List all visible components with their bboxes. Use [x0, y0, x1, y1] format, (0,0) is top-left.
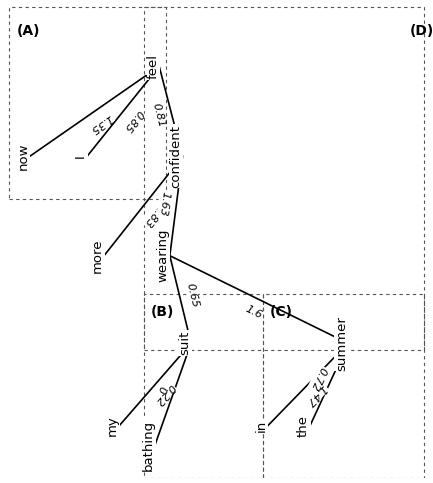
Bar	[144, 294, 263, 478]
Bar	[9, 7, 165, 199]
Text: (A): (A)	[17, 24, 41, 38]
Text: now: now	[17, 142, 30, 170]
Text: in: in	[255, 420, 268, 432]
Text: I: I	[74, 155, 87, 158]
Text: 1.6: 1.6	[244, 304, 264, 321]
Text: 1.63: 1.63	[157, 191, 170, 217]
Text: bathing: bathing	[142, 419, 155, 470]
Text: (D): (D)	[410, 24, 433, 38]
Bar	[144, 7, 424, 350]
Text: 1.83: 1.83	[141, 202, 165, 228]
Text: confident: confident	[170, 125, 183, 188]
Text: 1.47: 1.47	[304, 383, 329, 408]
Text: 1.35: 1.35	[88, 112, 114, 135]
Text: feel: feel	[146, 54, 159, 79]
Text: the: the	[297, 415, 310, 437]
Text: 0.72: 0.72	[308, 365, 327, 392]
Text: 0: 0	[155, 384, 167, 394]
Text: (B): (B)	[151, 305, 174, 319]
Text: 0.85: 0.85	[121, 108, 144, 134]
Text: summer: summer	[335, 316, 348, 371]
Text: 0.65: 0.65	[185, 283, 200, 309]
Text: suit: suit	[178, 331, 191, 355]
Text: (C): (C)	[269, 305, 293, 319]
Bar	[263, 294, 424, 478]
Text: more: more	[91, 239, 104, 273]
Text: 0.22: 0.22	[152, 382, 176, 407]
Text: wearing: wearing	[157, 229, 170, 283]
Text: my: my	[106, 416, 119, 437]
Text: 0.81: 0.81	[151, 102, 167, 128]
